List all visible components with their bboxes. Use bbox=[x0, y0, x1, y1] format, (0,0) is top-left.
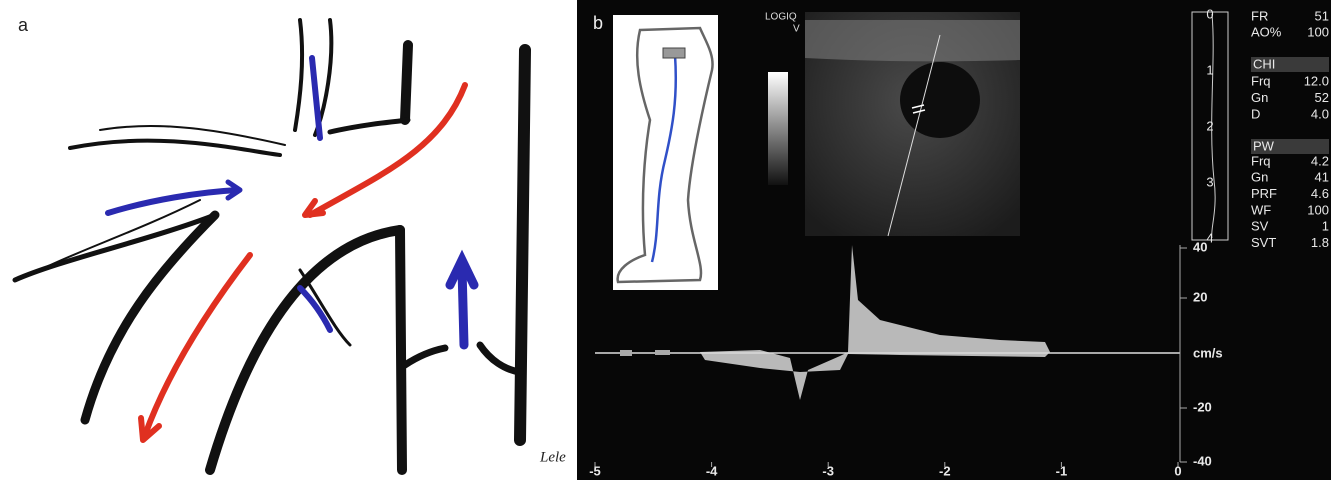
section-title: PW bbox=[1253, 138, 1275, 153]
param-value: 100 bbox=[1307, 24, 1329, 39]
vessel-line bbox=[99, 124, 286, 146]
param-value: 51 bbox=[1315, 8, 1329, 23]
velocity-label: 20 bbox=[1193, 289, 1207, 304]
depth-box bbox=[1191, 11, 1229, 241]
tissue-layer bbox=[805, 20, 1020, 62]
vessel-line bbox=[476, 341, 524, 376]
blue-arrow bbox=[297, 285, 333, 333]
depth-label: 3 bbox=[1206, 174, 1213, 189]
leg-outline bbox=[616, 26, 714, 284]
velocity-label: 40 bbox=[1193, 239, 1207, 254]
velocity-label: -20 bbox=[1193, 399, 1212, 414]
red-arrowhead bbox=[302, 198, 326, 218]
pw-param-value: 4.6 bbox=[1311, 186, 1329, 201]
pw-param-value: 1.8 bbox=[1311, 235, 1329, 250]
vessel-line bbox=[514, 44, 531, 446]
pw-param-value: 1 bbox=[1322, 219, 1329, 234]
spectrum-noise bbox=[620, 350, 670, 356]
vessel-line bbox=[327, 117, 411, 135]
pw-param-name: SV bbox=[1251, 219, 1269, 234]
pw-param-name: PRF bbox=[1251, 186, 1277, 201]
vessel-drawing bbox=[12, 18, 531, 475]
vessel-line bbox=[12, 212, 218, 283]
vessel-line bbox=[80, 210, 220, 425]
time-label: 0 bbox=[1174, 463, 1181, 478]
vessel-line bbox=[68, 138, 282, 157]
blue-arrow bbox=[105, 187, 241, 216]
time-label: -3 bbox=[822, 463, 834, 478]
chi-param-name: D bbox=[1251, 106, 1260, 121]
section-title: CHI bbox=[1253, 56, 1275, 71]
chi-param-value: 12.0 bbox=[1304, 73, 1329, 88]
pw-param-name: SVT bbox=[1251, 235, 1276, 250]
chi-param-name: Gn bbox=[1251, 90, 1268, 105]
time-label: -1 bbox=[1056, 463, 1068, 478]
time-label: -5 bbox=[589, 463, 601, 478]
signature: Lele bbox=[539, 449, 566, 465]
depth-label: 2 bbox=[1206, 118, 1213, 133]
sample-gate bbox=[911, 104, 926, 114]
red-arrow bbox=[142, 252, 253, 438]
blue-arrow bbox=[457, 263, 469, 350]
pw-param-name: WF bbox=[1251, 202, 1271, 217]
probe-marker bbox=[662, 47, 686, 59]
chi-param-value: 4.0 bbox=[1311, 106, 1329, 121]
depth-label: 1 bbox=[1206, 62, 1213, 77]
blue-arrowhead bbox=[225, 179, 243, 201]
param-name: AO% bbox=[1251, 24, 1282, 39]
vessel-line bbox=[293, 18, 305, 132]
vessel-line bbox=[298, 268, 352, 347]
param-name: FR bbox=[1251, 8, 1268, 23]
chi-param-value: 52 bbox=[1315, 90, 1329, 105]
red-arrowhead bbox=[138, 415, 162, 443]
velocity-unit: cm/s bbox=[1193, 345, 1223, 360]
velocity-label: -40 bbox=[1193, 453, 1212, 468]
depth-curve bbox=[1211, 13, 1216, 239]
panel-label: b bbox=[593, 13, 603, 33]
chi-param-name: Frq bbox=[1251, 73, 1271, 88]
chi-bar bbox=[1251, 57, 1329, 72]
doppler-spectrum bbox=[700, 245, 1050, 400]
pw-param-value: 41 bbox=[1315, 170, 1329, 185]
probe-name: V bbox=[793, 24, 800, 35]
time-label: -4 bbox=[706, 463, 718, 478]
system-name: LOGIQ bbox=[765, 12, 797, 23]
pw-param-name: Gn bbox=[1251, 170, 1268, 185]
vessel-lumen bbox=[900, 62, 980, 138]
pw-param-value: 4.2 bbox=[1311, 153, 1329, 168]
vessel-line bbox=[400, 40, 413, 125]
flow-arrows bbox=[105, 55, 479, 443]
vessel-line bbox=[205, 225, 405, 475]
vessel-line bbox=[39, 199, 201, 271]
panel-label: a bbox=[18, 15, 29, 35]
depth-label: 0 bbox=[1206, 6, 1213, 21]
pw-param-name: Frq bbox=[1251, 153, 1271, 168]
depth-label: 4 bbox=[1206, 230, 1213, 245]
grayscale-bar bbox=[768, 72, 788, 185]
vein-line bbox=[650, 54, 678, 263]
pw-bar bbox=[1251, 139, 1329, 154]
doppler-line bbox=[887, 34, 941, 237]
vessel-line bbox=[401, 344, 449, 369]
blue-arrowhead bbox=[445, 249, 479, 290]
red-arrow bbox=[307, 82, 468, 218]
blue-arrow bbox=[309, 55, 323, 141]
time-label: -2 bbox=[939, 463, 951, 478]
pw-param-value: 100 bbox=[1307, 202, 1329, 217]
vessel-line bbox=[395, 225, 407, 475]
